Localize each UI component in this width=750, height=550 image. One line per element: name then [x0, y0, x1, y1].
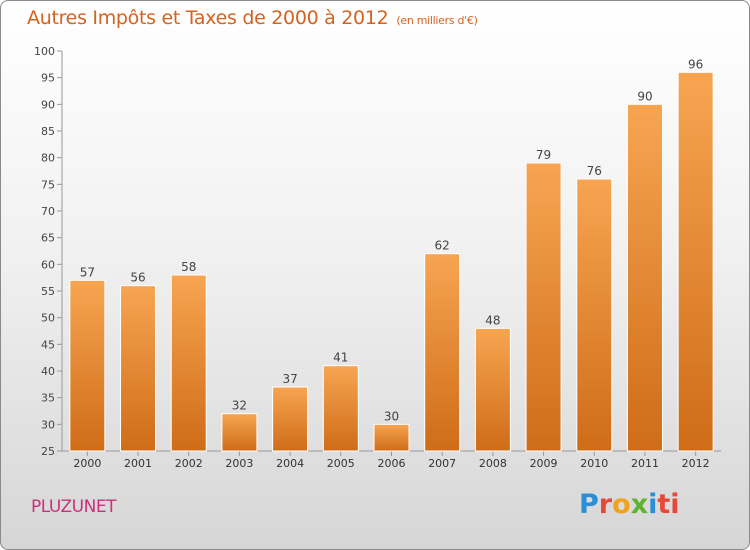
logo-letter: x — [630, 489, 649, 520]
x-tick-label: 2006 — [378, 457, 406, 470]
bar-2007 — [424, 253, 461, 452]
bar-2006 — [373, 423, 410, 452]
x-tick-label: 2001 — [124, 457, 152, 470]
y-tick-label: 30 — [41, 418, 55, 431]
logo-letter: i — [648, 489, 658, 520]
y-tick-label: 85 — [41, 125, 55, 138]
data-label-2005: 41 — [333, 351, 348, 365]
bar-2012 — [677, 71, 714, 452]
logo-letter: P — [579, 489, 599, 520]
data-label-2009: 79 — [536, 148, 551, 162]
y-tick-label: 70 — [41, 205, 55, 218]
x-tick-label: 2007 — [428, 457, 456, 470]
x-tick-label: 2005 — [327, 457, 355, 470]
data-labels: 57 56 58 32 37 41 30 62 48 79 76 90 96 — [80, 57, 704, 423]
data-label-2008: 48 — [485, 313, 500, 327]
y-tick-label: 90 — [41, 98, 55, 111]
bar-2000 — [69, 279, 106, 452]
data-label-2003: 32 — [232, 399, 247, 413]
y-tick-label: 45 — [41, 338, 55, 351]
x-tick-label: 2009 — [530, 457, 558, 470]
x-tick-label: 2011 — [631, 457, 659, 470]
data-label-2004: 37 — [282, 372, 297, 386]
bar-2004 — [272, 386, 309, 452]
bars — [69, 71, 714, 452]
data-label-2000: 57 — [80, 265, 95, 279]
chart-unit: (en milliers d'€) — [396, 14, 478, 27]
x-tick-label: 2012 — [682, 457, 710, 470]
x-tick-label: 2002 — [175, 457, 203, 470]
proxiti-logo: Proxiti — [579, 489, 680, 520]
y-axis: 25 30 35 40 45 50 55 60 65 70 75 80 85 90 95 100 — [34, 45, 63, 458]
logo-letter: ti — [657, 489, 680, 520]
y-tick-label: 40 — [41, 365, 55, 378]
chart-title-text: Autres Impôts et Taxes de 2000 à 2012 — [27, 7, 389, 29]
y-tick-label: 25 — [41, 445, 55, 458]
x-axis: 2000 2001 2002 2003 2004 2005 2006 2007 2008 2009… — [62, 450, 721, 470]
data-label-2011: 90 — [637, 89, 652, 103]
bar-2002 — [170, 274, 207, 452]
bar-2009 — [525, 162, 562, 452]
y-tick-label: 80 — [41, 152, 55, 165]
data-label-2010: 76 — [587, 164, 602, 178]
y-tick-label: 75 — [41, 178, 55, 191]
bar-2008 — [474, 327, 511, 452]
logo-letter: o — [612, 489, 631, 520]
y-tick-label: 65 — [41, 232, 55, 245]
data-label-2012: 96 — [688, 57, 703, 71]
y-tick-label: 50 — [41, 312, 55, 325]
x-tick-label: 2004 — [276, 457, 304, 470]
data-label-2007: 62 — [435, 239, 450, 253]
y-tick-label: 35 — [41, 392, 55, 405]
x-tick-label: 2010 — [580, 457, 608, 470]
chart-title: Autres Impôts et Taxes de 2000 à 2012 (en… — [27, 7, 478, 29]
data-label-2002: 58 — [181, 260, 196, 274]
x-tick-label: 2000 — [73, 457, 101, 470]
bar-2003 — [221, 413, 258, 452]
y-tick-label: 55 — [41, 285, 55, 298]
x-tick-label: 2008 — [479, 457, 507, 470]
bar-2010 — [576, 178, 613, 452]
x-tick-label: 2003 — [225, 457, 253, 470]
bar-2001 — [120, 285, 157, 452]
y-tick-label: 95 — [41, 72, 55, 85]
y-tick-label: 100 — [34, 45, 55, 58]
place-name: PLUZUNET — [31, 497, 116, 517]
logo-letter: r — [598, 489, 613, 520]
y-tick-label: 60 — [41, 258, 55, 271]
bar-2011 — [626, 103, 663, 452]
data-label-2001: 56 — [130, 271, 145, 285]
bar-2005 — [322, 365, 359, 452]
data-label-2006: 30 — [384, 409, 399, 423]
